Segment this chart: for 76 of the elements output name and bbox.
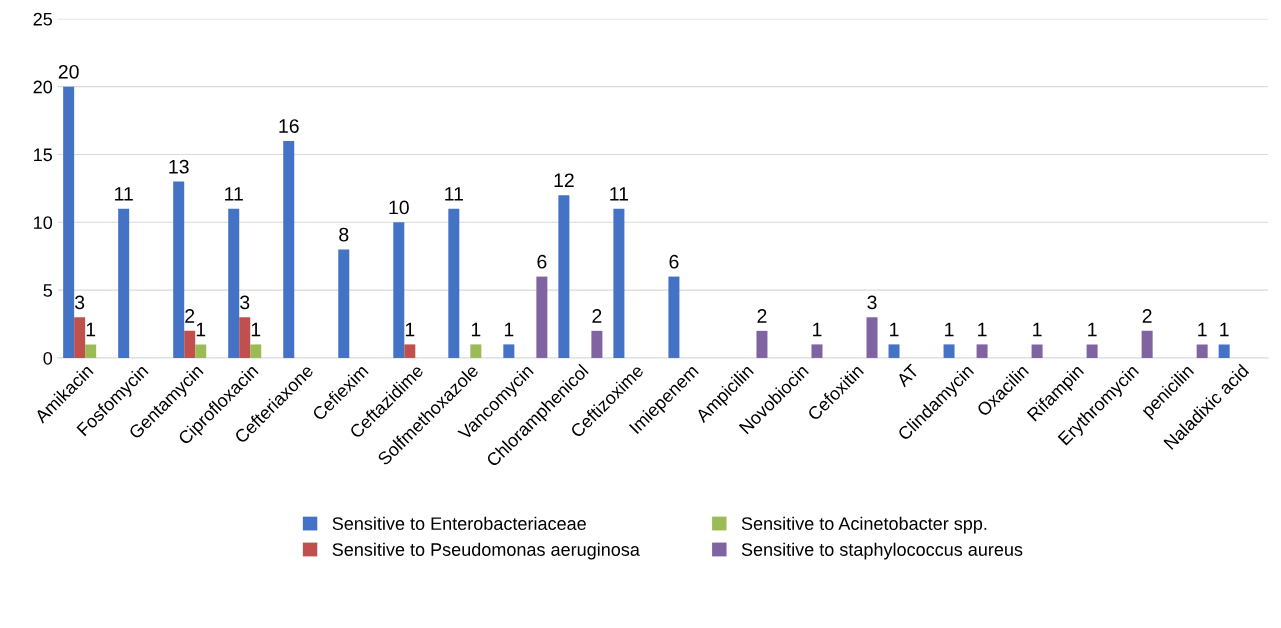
y-tick-label: 25 bbox=[33, 12, 53, 26]
bar bbox=[239, 317, 251, 358]
bar bbox=[1196, 344, 1208, 358]
data-label: 1 bbox=[1220, 322, 1229, 337]
data-label: 2 bbox=[1142, 309, 1152, 323]
data-label: 3 bbox=[867, 295, 877, 310]
bar bbox=[1141, 330, 1153, 358]
bar bbox=[85, 344, 97, 358]
bar bbox=[404, 344, 416, 358]
data-label: 1 bbox=[890, 322, 899, 337]
bar bbox=[1218, 344, 1230, 358]
bar bbox=[63, 86, 75, 358]
data-label: 2 bbox=[757, 309, 767, 323]
bar bbox=[976, 344, 988, 358]
legend-label: Sensitive to Pseudomonas aeruginosa bbox=[332, 542, 640, 560]
y-tick-label: 10 bbox=[34, 216, 53, 230]
data-label: 1 bbox=[504, 322, 514, 337]
data-label: 11 bbox=[445, 187, 463, 201]
y-tick-label: 0 bbox=[43, 351, 53, 365]
bar bbox=[195, 344, 207, 358]
bar bbox=[228, 208, 240, 358]
y-tick-label: 15 bbox=[34, 148, 53, 162]
bar bbox=[866, 317, 878, 358]
data-label: 1 bbox=[405, 322, 415, 337]
data-label: 3 bbox=[240, 295, 250, 310]
data-label: 1 bbox=[1088, 322, 1097, 337]
data-label: 11 bbox=[225, 187, 243, 201]
data-label: 1 bbox=[1198, 322, 1207, 337]
y-tick-label: 20 bbox=[33, 80, 53, 94]
data-label: 13 bbox=[169, 159, 189, 174]
bar bbox=[613, 208, 625, 358]
data-label: 11 bbox=[610, 187, 629, 201]
data-label: 6 bbox=[537, 254, 547, 269]
bar bbox=[338, 249, 350, 358]
legend-label: Sensitive to Enterobacteriaceae bbox=[332, 516, 586, 530]
bar bbox=[503, 344, 515, 358]
data-label: 1 bbox=[86, 322, 96, 337]
bar bbox=[250, 344, 262, 358]
bar bbox=[1031, 344, 1043, 358]
y-tick-label: 5 bbox=[43, 284, 53, 297]
bar bbox=[536, 276, 548, 358]
data-label: 1 bbox=[471, 322, 481, 337]
data-label: 2 bbox=[592, 309, 602, 323]
bar bbox=[943, 344, 955, 358]
data-label: 1 bbox=[813, 322, 822, 337]
data-label: 16 bbox=[279, 119, 299, 133]
bar bbox=[558, 195, 570, 358]
bar bbox=[811, 344, 823, 358]
data-label: 12 bbox=[554, 173, 574, 187]
bar bbox=[118, 208, 130, 358]
data-label: 3 bbox=[74, 295, 85, 310]
data-label: 10 bbox=[389, 200, 409, 215]
data-label: 1 bbox=[945, 322, 954, 337]
data-label: 8 bbox=[339, 227, 349, 242]
data-label: 1 bbox=[978, 322, 987, 337]
data-label: 1 bbox=[251, 322, 261, 337]
bar bbox=[448, 208, 460, 358]
bar bbox=[74, 317, 86, 358]
legend-label: Sensitive to Acinetobacter spp. bbox=[741, 516, 987, 534]
bar bbox=[888, 344, 900, 358]
data-label: 20 bbox=[58, 64, 79, 79]
data-label: 1 bbox=[1033, 322, 1042, 337]
bar bbox=[668, 276, 680, 358]
data-label: 11 bbox=[115, 187, 133, 201]
bar bbox=[283, 140, 295, 358]
bar bbox=[756, 330, 768, 358]
data-label: 6 bbox=[669, 254, 679, 269]
bar bbox=[184, 330, 196, 358]
data-label: 2 bbox=[185, 309, 195, 323]
data-label: 1 bbox=[196, 322, 206, 337]
bar bbox=[1086, 344, 1098, 358]
bar bbox=[393, 222, 405, 358]
bar bbox=[470, 344, 482, 358]
bar bbox=[591, 330, 603, 358]
legend-label: Sensitive to staphylococcus aureus bbox=[741, 542, 1023, 560]
bar bbox=[173, 181, 185, 358]
